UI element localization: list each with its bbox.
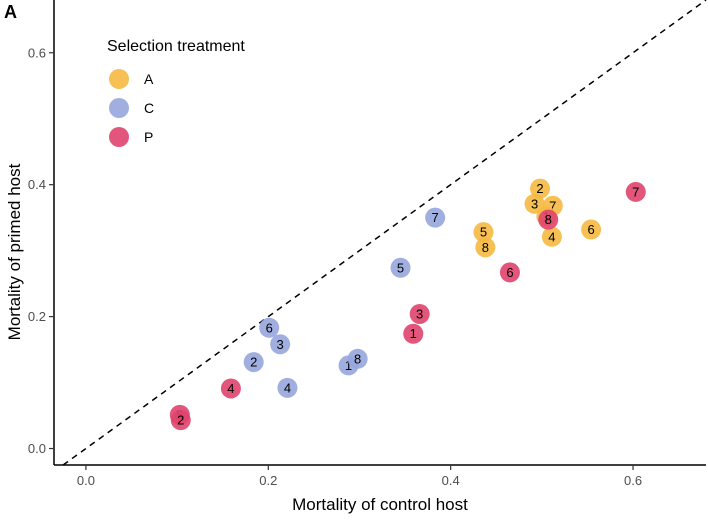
x-tick-label: 0.2 — [259, 473, 277, 488]
x-tick-label: 0.6 — [624, 473, 642, 488]
point-label: 4 — [284, 380, 291, 395]
y-tick-label: 0.0 — [28, 441, 46, 456]
point-label: 8 — [482, 240, 489, 255]
point-label: 6 — [506, 265, 513, 280]
point-label: 2 — [177, 413, 184, 428]
point-label: 7 — [632, 184, 639, 199]
data-point-A-3 — [524, 193, 545, 214]
data-point-P-8 — [538, 209, 559, 230]
data-point-C-4 — [277, 377, 298, 398]
point-label: 8 — [354, 351, 361, 366]
point-label: 2 — [536, 181, 543, 196]
data-point-C-5 — [390, 257, 411, 278]
x-tick-label: 0.0 — [77, 473, 95, 488]
data-point-A-5 — [473, 222, 494, 243]
point-label: 6 — [266, 320, 273, 335]
data-point-P-3 — [409, 303, 430, 324]
data-point-P-7 — [625, 181, 646, 202]
point-label: 2 — [250, 355, 257, 370]
point-label: 5 — [397, 260, 404, 275]
data-point-P-4 — [220, 378, 241, 399]
point-label: 5 — [480, 225, 487, 240]
data-point-C-2 — [243, 352, 264, 373]
point-label: 3 — [416, 306, 423, 321]
data-point-C-3 — [270, 334, 291, 355]
y-tick-label: 0.6 — [28, 45, 46, 60]
x-tick-label: 0.4 — [442, 473, 460, 488]
legend-title: Selection treatment — [107, 38, 245, 55]
point-label: 6 — [587, 222, 594, 237]
data-point-C-7 — [425, 207, 446, 228]
data-point-P-6 — [499, 262, 520, 283]
legend: Selection treatment ACP — [107, 38, 245, 147]
point-label: 3 — [277, 337, 284, 352]
data-point-A-6 — [581, 219, 602, 240]
point-label: 8 — [545, 212, 552, 227]
legend-label-A: A — [144, 71, 154, 87]
point-label: 4 — [227, 381, 234, 396]
y-tick-label: 0.4 — [28, 177, 46, 192]
legend-key-C — [109, 98, 129, 118]
panel-label: A — [4, 2, 17, 22]
point-label: 1 — [345, 358, 352, 373]
series-A: 23758461 — [473, 178, 602, 258]
data-point-A-2 — [530, 178, 551, 199]
point-label: 7 — [549, 198, 556, 213]
point-label: 1 — [410, 326, 417, 341]
point-label: 7 — [432, 210, 439, 225]
legend-key-A — [109, 69, 129, 89]
legend-label-P: P — [144, 129, 153, 145]
data-point-P-2 — [170, 410, 191, 431]
y-tick-label: 0.2 — [28, 309, 46, 324]
data-point-C-6 — [259, 317, 280, 338]
legend-label-C: C — [144, 100, 154, 116]
point-label: 3 — [531, 196, 538, 211]
x-axis-title: Mortality of control host — [292, 495, 468, 514]
reference-line — [62, 0, 707, 466]
data-point-P-1 — [403, 323, 424, 344]
data-point-A-8 — [475, 237, 496, 258]
y-axis-title: Mortality of primed host — [5, 163, 24, 340]
series-P: 78631452 — [169, 181, 646, 431]
legend-key-P — [109, 127, 129, 147]
data-point-A-4 — [541, 226, 562, 247]
point-label: 4 — [548, 229, 555, 244]
data-point-C-8 — [347, 348, 368, 369]
